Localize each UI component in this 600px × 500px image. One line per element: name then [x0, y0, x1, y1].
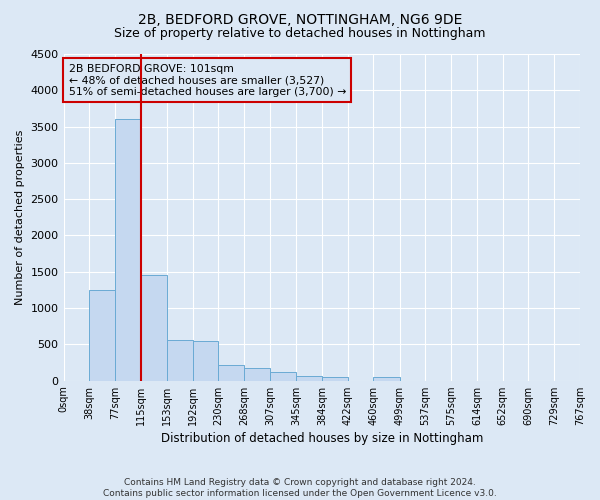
- X-axis label: Distribution of detached houses by size in Nottingham: Distribution of detached houses by size …: [161, 432, 483, 445]
- Bar: [244, 368, 270, 380]
- Bar: [167, 340, 193, 380]
- Text: 2B BEDFORD GROVE: 101sqm
← 48% of detached houses are smaller (3,527)
51% of sem: 2B BEDFORD GROVE: 101sqm ← 48% of detach…: [69, 64, 346, 97]
- Bar: [322, 378, 347, 380]
- Text: Contains HM Land Registry data © Crown copyright and database right 2024.
Contai: Contains HM Land Registry data © Crown c…: [103, 478, 497, 498]
- Bar: [373, 378, 400, 380]
- Y-axis label: Number of detached properties: Number of detached properties: [15, 130, 25, 305]
- Text: 2B, BEDFORD GROVE, NOTTINGHAM, NG6 9DE: 2B, BEDFORD GROVE, NOTTINGHAM, NG6 9DE: [138, 12, 462, 26]
- Text: Size of property relative to detached houses in Nottingham: Size of property relative to detached ho…: [114, 28, 486, 40]
- Bar: [296, 376, 322, 380]
- Bar: [89, 290, 115, 380]
- Bar: [218, 364, 244, 380]
- Bar: [141, 276, 167, 380]
- Bar: [115, 120, 141, 380]
- Bar: [193, 341, 218, 380]
- Bar: [270, 372, 296, 380]
